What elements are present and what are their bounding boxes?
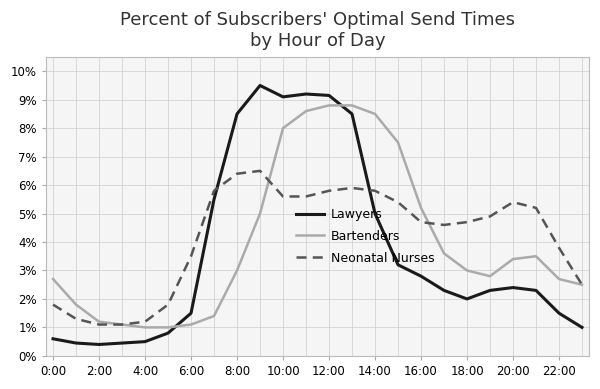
Title: Percent of Subscribers' Optimal Send Times
by Hour of Day: Percent of Subscribers' Optimal Send Tim…: [120, 11, 515, 50]
Legend: Lawyers, Bartenders, Neonatal Nurses: Lawyers, Bartenders, Neonatal Nurses: [291, 203, 440, 270]
